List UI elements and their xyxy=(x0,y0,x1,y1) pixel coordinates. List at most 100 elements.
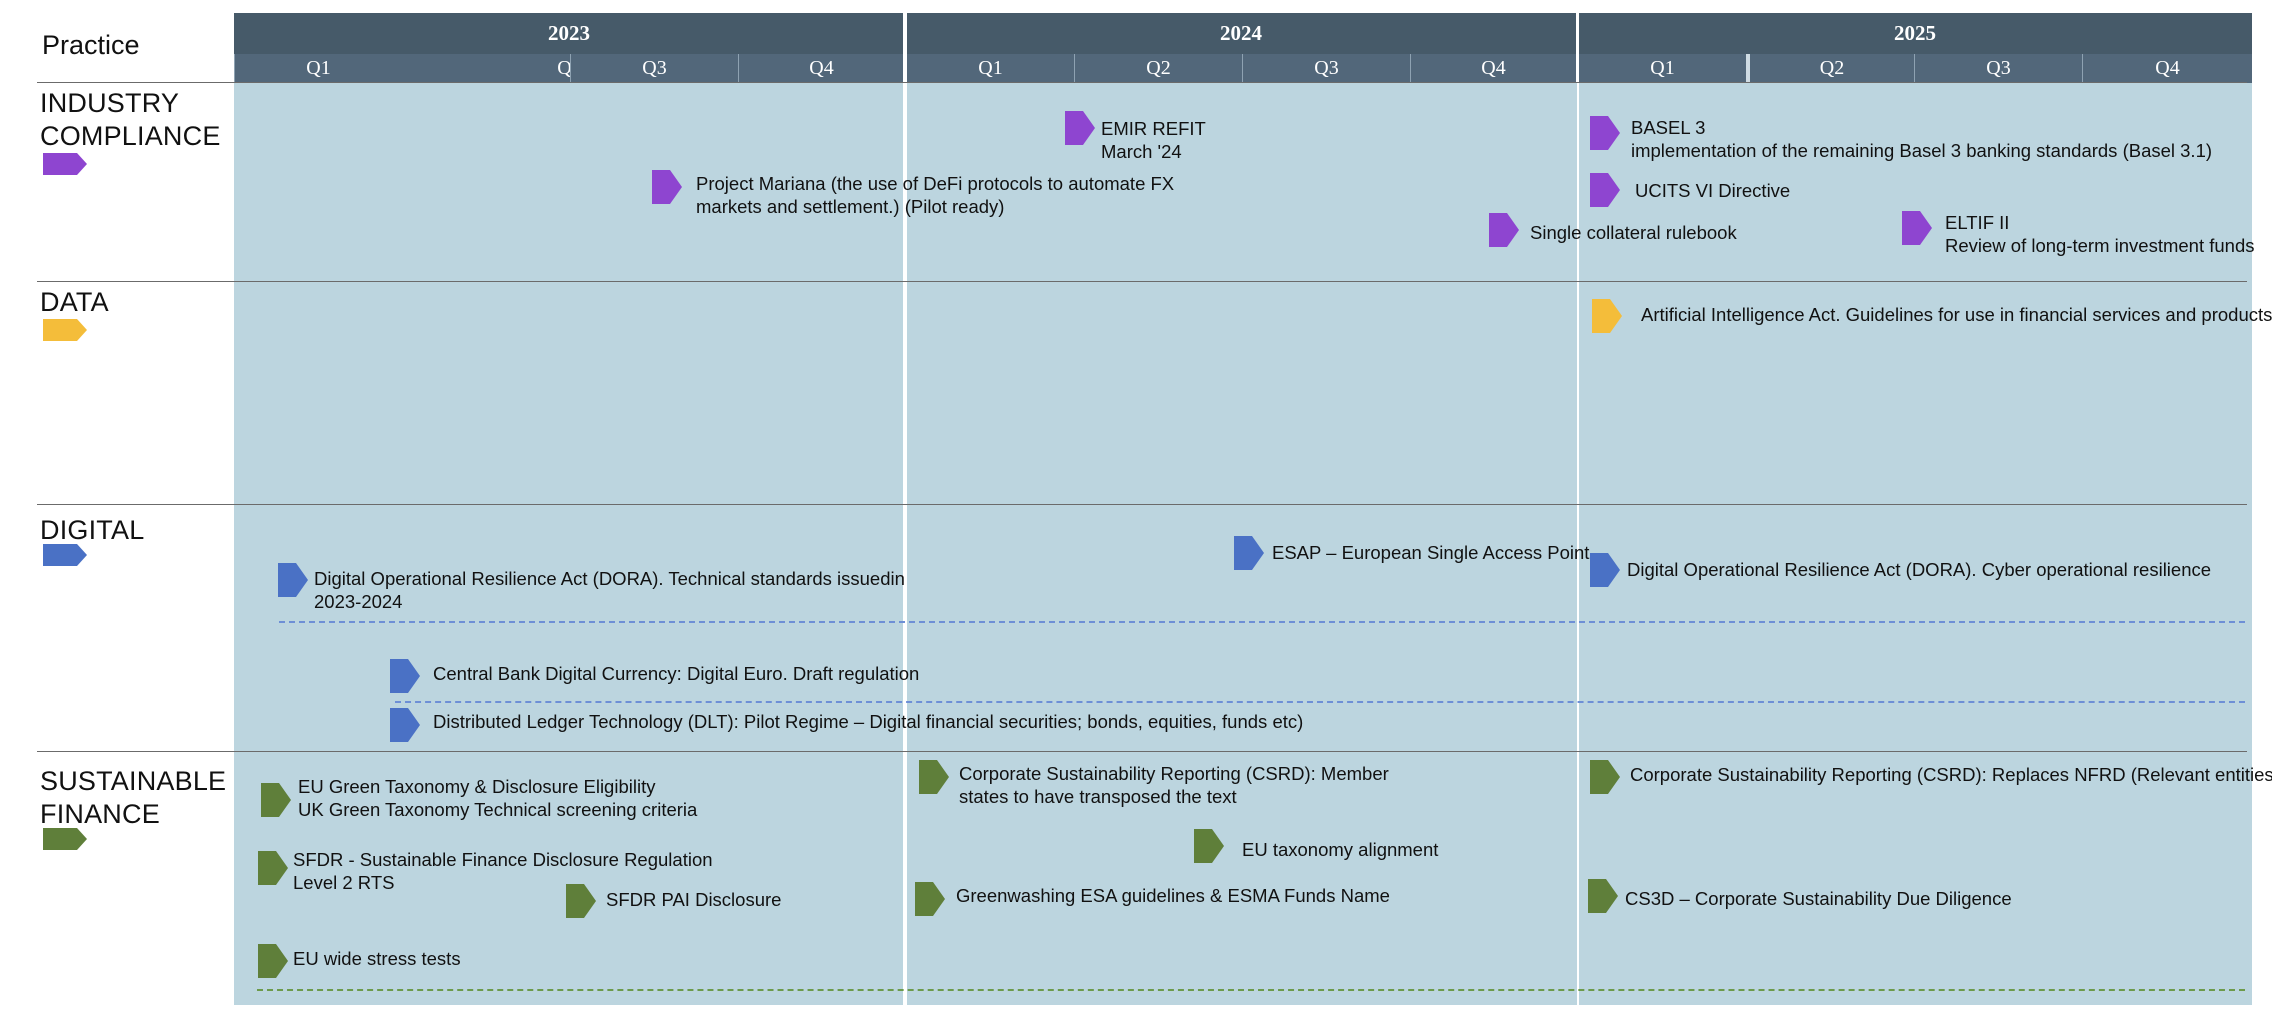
practice-column-header: Practice xyxy=(42,30,140,60)
practice-legend-marker xyxy=(43,828,87,850)
event-text-line: Single collateral rulebook xyxy=(1530,222,1737,243)
event-marker xyxy=(258,851,288,885)
event-esap: ESAP – European Single Access Point xyxy=(1272,541,1589,564)
practice-legend-marker xyxy=(43,544,87,566)
event-text-line: Corporate Sustainability Reporting (CSRD… xyxy=(1630,764,2272,785)
event-marker xyxy=(1590,760,1620,794)
event-text-line: Level 2 RTS xyxy=(293,872,395,893)
row-separator xyxy=(37,751,2247,752)
event-marker xyxy=(652,170,682,204)
event-text-line: 2023-2024 xyxy=(314,591,403,612)
event-emir-refit: EMIR REFIT March '24 xyxy=(1101,117,1206,163)
event-marker xyxy=(1588,879,1618,913)
event-text-line: ELTIF II xyxy=(1945,212,2010,233)
practice-legend-marker xyxy=(43,153,87,175)
event-text-line: UCITS VI Directive xyxy=(1635,180,1791,201)
event-ai-act: Artificial Intelligence Act. Guidelines … xyxy=(1641,303,2272,326)
event-marker xyxy=(390,708,420,742)
quarter-2024-q3: Q3 xyxy=(1242,54,1410,83)
event-marker xyxy=(261,783,291,817)
practice-label-industry-compliance: INDUSTRY COMPLIANCE xyxy=(40,87,221,153)
quarter-2025-q1: Q1 xyxy=(1578,54,1746,83)
event-text-line: BASEL 3 xyxy=(1631,117,1706,138)
digital-sub-divider xyxy=(395,701,2245,703)
event-text-line: Project Mariana (the use of DeFi protoco… xyxy=(696,173,1175,194)
year-divider-2024 xyxy=(903,13,907,1005)
quarter-2024-q2: Q2 xyxy=(1074,54,1242,83)
practice-label-digital: DIGITAL xyxy=(40,514,144,547)
event-text-line: EU Green Taxonomy & Disclosure Eligibili… xyxy=(298,776,656,797)
event-text-line: CS3D – Corporate Sustainability Due Dili… xyxy=(1625,888,2012,909)
practice-label-line: DIGITAL xyxy=(40,515,145,545)
event-csrd-replaces-nfrd: Corporate Sustainability Reporting (CSRD… xyxy=(1630,763,2272,786)
event-text-line: EU wide stress tests xyxy=(293,948,461,969)
event-text-line: Digital Operational Resilience Act (DORA… xyxy=(1627,559,2212,580)
event-text-line: UK Green Taxonomy Technical screening cr… xyxy=(298,799,698,820)
practice-label-data: DATA xyxy=(40,286,109,319)
practice-label-line: SUSTAINABLE xyxy=(40,766,227,796)
event-text-line: Greenwashing ESA guidelines & ESMA Funds… xyxy=(956,885,1390,906)
year-header-2023: 2023 xyxy=(234,13,904,54)
event-cbdc-digital-euro: Central Bank Digital Currency: Digital E… xyxy=(433,662,919,685)
event-green-taxonomy: EU Green Taxonomy & Disclosure Eligibili… xyxy=(298,775,697,821)
event-marker xyxy=(1590,116,1620,150)
event-text-line: ESAP – European Single Access Point xyxy=(1272,542,1590,563)
event-text-line: Review of long-term investment funds xyxy=(1945,235,2255,256)
event-eu-taxonomy-alignment: EU taxonomy alignment xyxy=(1242,838,1438,861)
practice-label-line: COMPLIANCE xyxy=(40,121,221,151)
row-separator xyxy=(37,504,2247,505)
event-marker xyxy=(1194,829,1224,863)
event-text-line: EU taxonomy alignment xyxy=(1242,839,1439,860)
row-separator xyxy=(37,82,2247,83)
event-csrd-member-states: Corporate Sustainability Reporting (CSRD… xyxy=(959,762,1389,808)
practice-label-line: FINANCE xyxy=(40,799,160,829)
event-marker xyxy=(915,882,945,916)
event-sfdr-pai: SFDR PAI Disclosure xyxy=(606,888,781,911)
quarter-2023-q1: Q1 xyxy=(234,54,402,83)
practice-legend-marker xyxy=(43,319,87,341)
event-marker xyxy=(1489,213,1519,247)
event-text-line: Central Bank Digital Currency: Digital E… xyxy=(433,663,920,684)
event-eu-stress-tests: EU wide stress tests xyxy=(293,947,461,970)
event-sfdr-level-2: SFDR - Sustainable Finance Disclosure Re… xyxy=(293,848,713,894)
year-header-2024: 2024 xyxy=(906,13,1576,54)
event-text-line: Artificial Intelligence Act. Guidelines … xyxy=(1641,304,2272,325)
quarter-2023-q4: Q4 xyxy=(738,54,904,83)
event-marker xyxy=(1234,536,1264,570)
practice-label-sustainable-finance: SUSTAINABLE FINANCE xyxy=(40,765,226,831)
event-single-collateral-rulebook: Single collateral rulebook xyxy=(1530,221,1737,244)
quarter-2025-q4: Q4 xyxy=(2082,54,2252,83)
event-cs3d: CS3D – Corporate Sustainability Due Dili… xyxy=(1625,887,2012,910)
quarter-2024-q1: Q1 xyxy=(906,54,1074,83)
event-text-line: states to have transposed the text xyxy=(959,786,1237,807)
quarter-2023-q3: Q3 xyxy=(570,54,738,83)
event-marker xyxy=(1590,553,1620,587)
event-text-line: Distributed Ledger Technology (DLT): Pil… xyxy=(433,711,1304,732)
row-separator xyxy=(37,281,2247,282)
event-dlt-pilot-regime: Distributed Ledger Technology (DLT): Pil… xyxy=(433,710,1303,733)
event-marker xyxy=(1065,111,1095,145)
event-text-line: EMIR REFIT xyxy=(1101,118,1206,139)
event-text-line: implementation of the remaining Basel 3 … xyxy=(1631,140,2213,161)
event-basel-3: BASEL 3 implementation of the remaining … xyxy=(1631,116,2212,162)
practice-label-line: DATA xyxy=(40,287,109,317)
event-marker xyxy=(390,659,420,693)
event-dora-technical-standards: Digital Operational Resilience Act (DORA… xyxy=(314,567,905,613)
event-text-line: March '24 xyxy=(1101,141,1182,162)
year-divider-2025 xyxy=(1577,13,1579,1005)
event-text-line: SFDR - Sustainable Finance Disclosure Re… xyxy=(293,849,713,870)
event-greenwashing-guidelines: Greenwashing ESA guidelines & ESMA Funds… xyxy=(956,884,1390,907)
event-ucits-vi: UCITS VI Directive xyxy=(1635,179,1790,202)
quarter-2025-q3: Q3 xyxy=(1914,54,2082,83)
digital-sub-divider xyxy=(279,621,2245,623)
quarter-2024-q4: Q4 xyxy=(1410,54,1576,83)
event-text-line: Corporate Sustainability Reporting (CSRD… xyxy=(959,763,1389,784)
practice-label-line: INDUSTRY xyxy=(40,88,180,118)
event-dora-cyber-resilience: Digital Operational Resilience Act (DORA… xyxy=(1627,558,2211,581)
event-marker xyxy=(278,563,308,597)
sustainable-sub-divider xyxy=(257,989,2245,991)
event-marker xyxy=(1590,173,1620,207)
event-text-line: SFDR PAI Disclosure xyxy=(606,889,782,910)
event-project-mariana: Project Mariana (the use of DeFi protoco… xyxy=(696,172,1174,218)
event-marker xyxy=(1902,211,1932,245)
